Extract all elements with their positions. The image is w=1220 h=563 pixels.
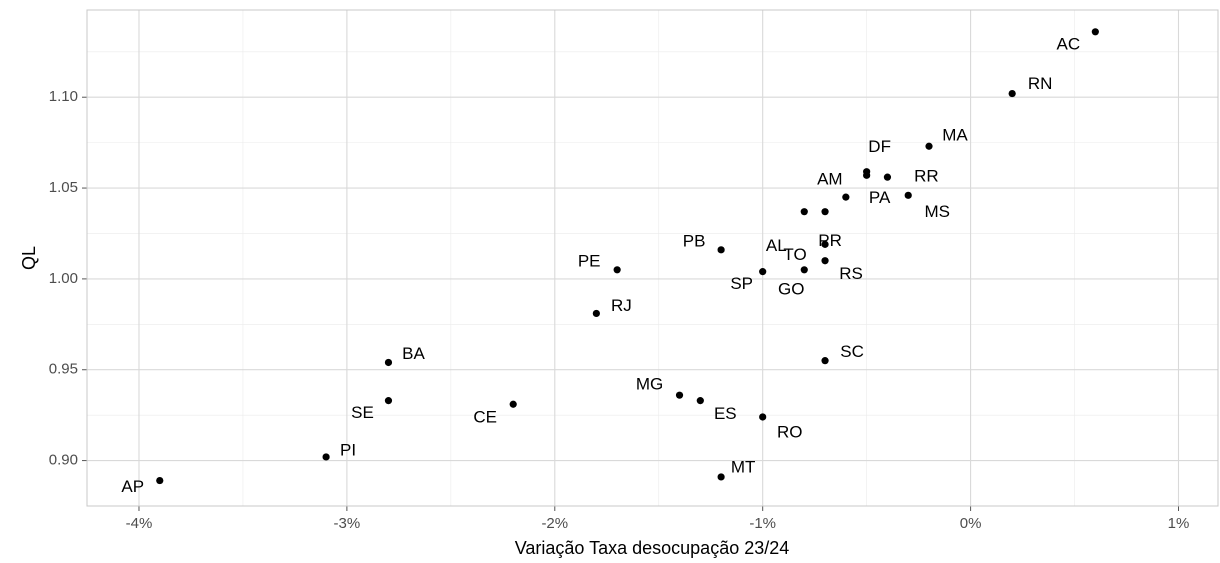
point-label: SP <box>730 274 753 293</box>
point-label: MA <box>942 126 968 145</box>
point <box>863 171 871 179</box>
point-label: BA <box>402 344 425 363</box>
point <box>717 246 725 254</box>
point <box>842 193 850 201</box>
x-tick-label: -4% <box>126 515 153 532</box>
point <box>613 266 621 274</box>
point-label: DF <box>868 137 891 156</box>
x-axis-title: Variação Taxa desocupação 23/24 <box>515 538 790 558</box>
point-label: RO <box>777 422 803 441</box>
point-label: RJ <box>611 296 632 315</box>
point-label: AC <box>1057 34 1081 53</box>
point <box>821 240 829 248</box>
point <box>1008 89 1016 98</box>
x-tick-label: -3% <box>334 515 361 532</box>
point-label: SC <box>840 342 864 361</box>
point-label: PE <box>578 251 601 270</box>
point-label: RS <box>839 264 863 283</box>
point-label: ES <box>714 404 737 423</box>
point-label: SE <box>351 403 374 422</box>
y-tick-label: 1.00 <box>49 270 78 287</box>
point-label: CE <box>473 408 497 427</box>
y-tick-label: 0.95 <box>49 361 78 378</box>
x-tick-label: -1% <box>749 515 776 532</box>
point <box>322 453 330 461</box>
point-label: MS <box>924 202 950 221</box>
point <box>821 257 829 265</box>
point <box>925 142 933 150</box>
point-label: AM <box>817 170 843 189</box>
point-label: RN <box>1028 74 1053 93</box>
point <box>1091 28 1099 36</box>
point-label: PI <box>340 440 356 459</box>
point <box>800 208 808 216</box>
point <box>384 358 393 367</box>
point <box>696 397 704 405</box>
point-label: TO <box>783 245 806 264</box>
point <box>509 400 517 408</box>
point-label: GO <box>778 279 804 298</box>
x-tick-label: 0% <box>960 515 982 532</box>
point <box>759 268 767 276</box>
point <box>717 473 725 481</box>
point-label: PA <box>869 188 891 207</box>
point <box>883 173 892 181</box>
y-tick-label: 0.90 <box>49 452 78 469</box>
point <box>800 266 808 274</box>
point <box>156 476 164 485</box>
point-label: MG <box>636 375 663 394</box>
point-label: MT <box>731 457 756 476</box>
y-axis-title: QL <box>19 246 39 270</box>
panel-border <box>86 9 1219 507</box>
point-label: AL <box>766 236 787 255</box>
point <box>759 413 767 421</box>
point <box>904 191 912 199</box>
point-label: AP <box>121 477 144 496</box>
point <box>592 309 600 318</box>
x-tick-label: -2% <box>541 515 568 532</box>
y-tick-label: 1.05 <box>49 179 78 196</box>
point-label: PB <box>683 231 706 250</box>
point <box>821 208 829 216</box>
y-tick-label: 1.10 <box>49 88 78 105</box>
point-label: RR <box>914 167 939 186</box>
point <box>384 397 393 405</box>
point-label: PR <box>818 231 842 250</box>
point <box>675 391 684 399</box>
x-tick-label: 1% <box>1168 515 1190 532</box>
point <box>821 357 829 365</box>
